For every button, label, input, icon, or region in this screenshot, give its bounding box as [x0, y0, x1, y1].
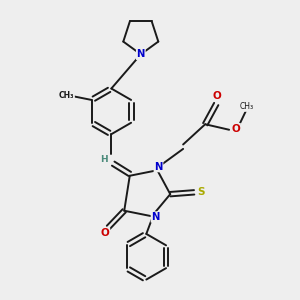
Text: N: N — [151, 212, 160, 222]
Text: O: O — [101, 228, 110, 238]
Text: N: N — [154, 162, 163, 172]
Text: S: S — [197, 187, 205, 197]
Text: H: H — [100, 155, 108, 164]
Text: CH₃: CH₃ — [59, 91, 74, 100]
Text: N: N — [136, 49, 145, 59]
Text: O: O — [213, 91, 221, 101]
Text: CH₃: CH₃ — [239, 102, 254, 111]
Text: O: O — [231, 124, 240, 134]
